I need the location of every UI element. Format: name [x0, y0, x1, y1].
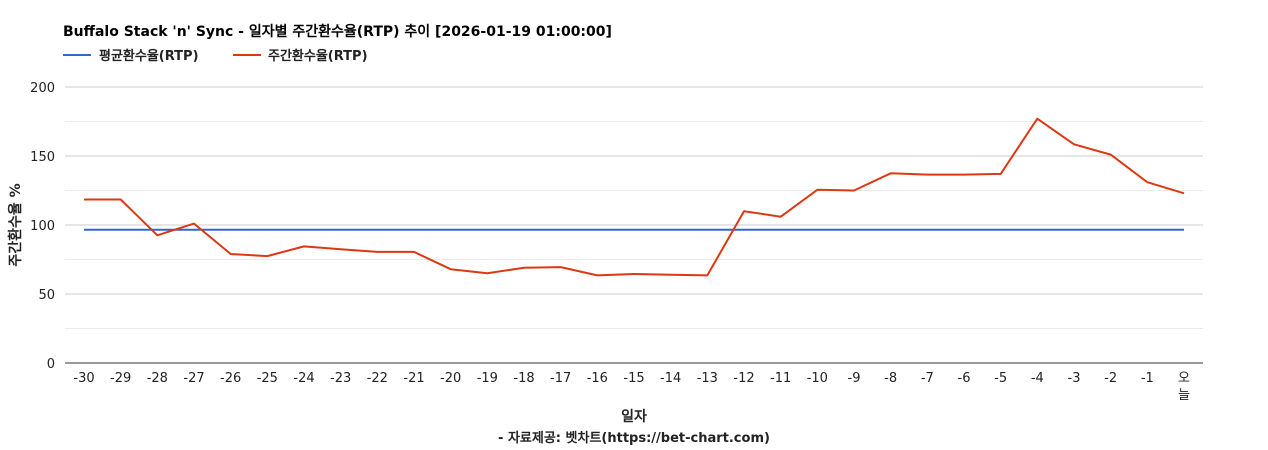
x-tick-label: -2: [1104, 371, 1117, 386]
x-tick-label: -13: [697, 371, 718, 386]
x-tick-label: -24: [293, 371, 314, 386]
y-tick-label: 0: [47, 357, 55, 372]
y-tick-label: 100: [30, 219, 55, 234]
source-note: - 자료제공: 벳차트(https://bet-chart.com): [498, 430, 770, 446]
y-axis-title: 주간환수율 %: [7, 183, 24, 266]
x-tick-label: -12: [733, 371, 754, 386]
x-axis-title: 일자: [621, 409, 647, 425]
y-tick-label: 150: [30, 150, 55, 165]
x-axis-ticks: -30 -29 -28 -27 -26 -25 -24 -23 -22 -21 -20 -19 -18 -…: [73, 371, 1190, 403]
x-tick-label: -1: [1141, 371, 1154, 386]
x-tick-label: -3: [1068, 371, 1081, 386]
x-tick-label: -26: [220, 371, 241, 386]
x-tick-label: -25: [257, 371, 278, 386]
x-tick-label: -8: [884, 371, 897, 386]
x-tick-label: -4: [1031, 371, 1044, 386]
y-tick-label: 200: [30, 81, 55, 96]
legend-label-average: 평균환수율(RTP): [99, 48, 199, 64]
x-tick-label: -19: [477, 371, 498, 386]
x-tick-label: -29: [110, 371, 131, 386]
x-tick-label: -27: [183, 371, 204, 386]
x-tick-label: -15: [623, 371, 644, 386]
x-tick-label: -14: [660, 371, 681, 386]
legend-item-weekly[interactable]: 주간환수율(RTP): [233, 48, 368, 64]
x-tick-label: -5: [994, 371, 1007, 386]
legend: 평균환수율(RTP) 주간환수율(RTP): [63, 48, 368, 64]
series-lines: [84, 117, 1185, 277]
x-tick-label: -11: [770, 371, 791, 386]
x-tick-label: -23: [330, 371, 351, 386]
series-line-weekly[interactable]: [84, 117, 1185, 277]
y-tick-label: 50: [38, 288, 55, 303]
x-tick-label: -9: [848, 371, 861, 386]
x-tick-label: -16: [587, 371, 608, 386]
x-tick-label: -18: [513, 371, 534, 386]
x-tick-label: -22: [367, 371, 388, 386]
y-axis-ticks: 0 50 100 150 200: [30, 81, 55, 372]
x-tick-label: -30: [73, 371, 94, 386]
x-tick-label: -20: [440, 371, 461, 386]
legend-label-weekly: 주간환수율(RTP): [268, 48, 368, 64]
x-tick-label: -7: [921, 371, 934, 386]
gridlines: [65, 86, 1203, 329]
x-tick-label: -17: [550, 371, 571, 386]
x-tick-label: -28: [147, 371, 168, 386]
legend-item-average[interactable]: 평균환수율(RTP): [63, 48, 199, 64]
chart-title: Buffalo Stack 'n' Sync - 일자별 주간환수율(RTP) …: [63, 23, 612, 40]
x-tick-label: -6: [958, 371, 971, 386]
x-tick-label: -21: [403, 371, 424, 386]
x-tick-label: -10: [807, 371, 828, 386]
